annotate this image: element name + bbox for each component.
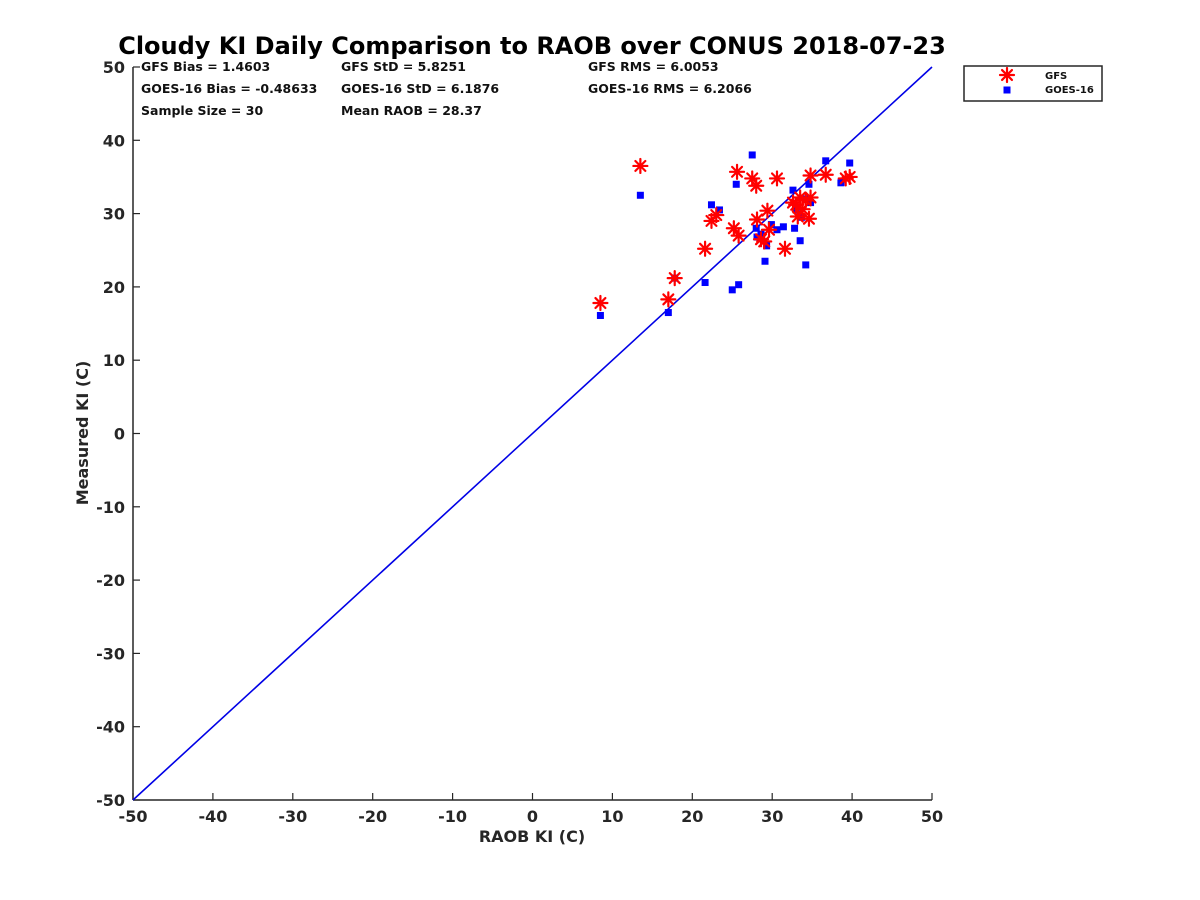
goes16-point (846, 159, 854, 167)
gfs-point (760, 221, 778, 238)
one-to-one-line (132, 66, 933, 801)
goes16-point (805, 180, 813, 188)
y-axis-label: Measured KI (C) (73, 361, 92, 506)
gfs-point (725, 220, 742, 237)
x-tick-label: 20 (681, 807, 703, 826)
y-tick-label: 0 (114, 425, 125, 444)
gfs-bias-text: GFS Bias = 1.4603 (141, 59, 270, 74)
goes16-point (664, 309, 672, 317)
series-gfs (592, 157, 858, 312)
chart-title: Cloudy KI Daily Comparison to RAOB over … (118, 32, 946, 60)
series-goes-16 (596, 151, 854, 319)
legend-goes16-label: GOES-16 (1045, 85, 1094, 96)
x-tick-label: -10 (438, 807, 467, 826)
goes16-point (822, 157, 830, 165)
goes16-point (748, 151, 756, 159)
y-tick-label: -50 (96, 791, 125, 810)
gfs-point (660, 291, 677, 308)
goes16-point (728, 286, 736, 294)
gfs-point (748, 177, 765, 194)
y-tick-label: -40 (96, 718, 125, 737)
gfs-point (728, 163, 746, 180)
y-tick-label: 20 (103, 278, 125, 297)
gfs-point (730, 227, 747, 244)
goes16-point (779, 223, 787, 231)
sample-size-text: Sample Size = 30 (141, 103, 263, 118)
gfs-std-text: GFS StD = 5.8251 (341, 59, 466, 74)
stats-block: GFS Bias = 1.4603 GFS StD = 5.8251 GFS R… (141, 59, 752, 118)
gfs-point (592, 294, 609, 312)
goes16-point (767, 221, 775, 229)
x-tick-label: 10 (601, 807, 623, 826)
legend-goes16-symbol (1003, 86, 1011, 94)
x-tick-label: 0 (527, 807, 538, 826)
legend-box (963, 65, 1103, 102)
gfs-point (800, 210, 818, 227)
goes16-point (636, 191, 644, 199)
gfs-point (789, 208, 806, 225)
series-layer (592, 151, 858, 319)
y-tick-label: 30 (103, 205, 125, 224)
gfs-rms-text: GFS RMS = 6.0053 (588, 59, 719, 74)
x-tick-label: -50 (119, 807, 148, 826)
x-tick-label: 30 (761, 807, 783, 826)
gfs-point (748, 211, 766, 228)
gfs-point (768, 170, 786, 187)
goes16-point (752, 224, 760, 232)
gfs-point (759, 202, 776, 219)
legend-gfs-marker (998, 66, 1016, 84)
x-tick-label: -20 (358, 807, 387, 826)
gfs-point (802, 189, 819, 206)
gfs-point (817, 166, 834, 183)
gfs-point (666, 270, 683, 287)
x-tick-label: 40 (841, 807, 863, 826)
x-tick-label: -40 (198, 807, 227, 826)
goes16-point (763, 242, 771, 250)
goes16-point (735, 281, 743, 289)
gfs-point (802, 167, 819, 184)
goes16-point (791, 224, 799, 232)
x-tick-label: 50 (921, 807, 943, 826)
goes16-bias-text: GOES-16 Bias = -0.48633 (141, 81, 317, 96)
gfs-point (632, 157, 649, 175)
goes16-point (715, 206, 723, 214)
legend-gfs-label: GFS (1045, 71, 1067, 82)
goes16-point (701, 279, 709, 287)
gfs-point (841, 168, 858, 186)
y-tick-label: -20 (96, 571, 125, 590)
goes16-point (761, 257, 769, 265)
x-ticks: -50 -40 -30 -20 -10 0 10 20 30 40 50 (119, 793, 943, 826)
goes16-point (596, 311, 604, 319)
y-tick-label: -10 (96, 498, 125, 517)
gfs-point (756, 233, 773, 250)
y-tick-label: 10 (103, 351, 125, 370)
goes16-point (789, 186, 797, 194)
gfs-point (708, 206, 725, 224)
goes16-point (796, 237, 804, 245)
mean-raob-text: Mean RAOB = 28.37 (341, 103, 482, 118)
goes16-point (802, 261, 810, 269)
y-tick-label: 40 (103, 131, 125, 150)
gfs-point (776, 240, 794, 257)
y-tick-label: 50 (103, 58, 125, 77)
goes16-point (707, 201, 715, 209)
goes16-point (732, 180, 740, 188)
x-axis-label: RAOB KI (C) (479, 827, 585, 846)
legend-goes16-marker (1003, 86, 1011, 94)
x-tick-label: -30 (278, 807, 307, 826)
goes16-point (753, 233, 761, 241)
gfs-point (696, 240, 714, 257)
y-tick-label: -30 (96, 644, 125, 663)
goes16-rms-text: GOES-16 RMS = 6.2066 (588, 81, 752, 96)
legend: GFS GOES-16 (963, 65, 1103, 102)
y-ticks: -50 -40 -30 -20 -10 0 10 20 30 40 50 (96, 58, 140, 810)
legend-gfs-symbol (998, 66, 1016, 84)
goes16-std-text: GOES-16 StD = 6.1876 (341, 81, 499, 96)
